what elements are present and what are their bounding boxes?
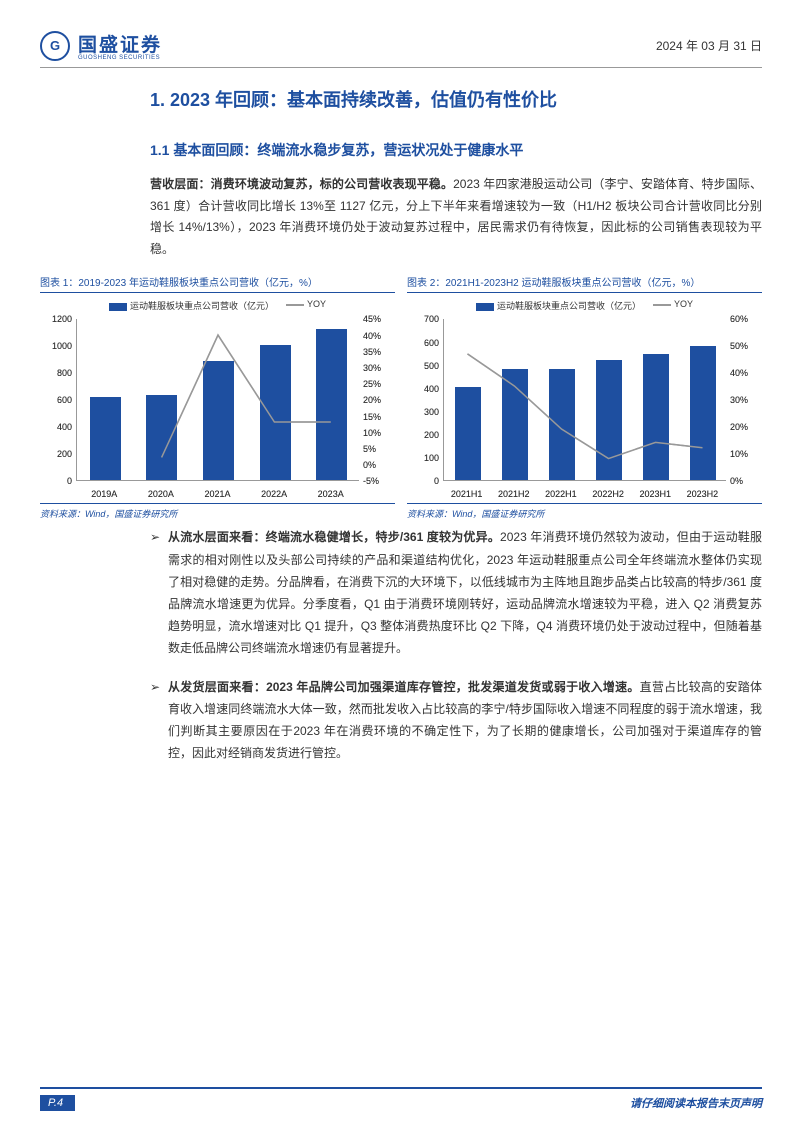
y-right-tick: 10% xyxy=(730,449,762,459)
bullet-marker: ➢ xyxy=(150,676,168,765)
y-left-tick: 500 xyxy=(407,361,439,371)
y-right-tick: 0% xyxy=(730,476,762,486)
x-tick: 2019A xyxy=(91,489,117,499)
bullet-list: ➢从流水层面来看：终端流水稳健增长，特步/361 度较为优异。2023 年消费环… xyxy=(150,526,762,764)
brand-block: G 国盛证券 GUOSHENG SECURITIES xyxy=(40,30,162,61)
chart2-legend-line: YOY xyxy=(674,299,693,309)
x-tick: 2022H1 xyxy=(545,489,577,499)
legend-bar-icon xyxy=(109,303,127,311)
chart1-legend-bar: 运动鞋服板块重点公司营收（亿元） xyxy=(130,301,274,311)
legend-bar-icon xyxy=(476,303,494,311)
y-right-tick: -5% xyxy=(363,476,395,486)
chart-2-plot: 运动鞋服板块重点公司营收（亿元） YOY 0 100 200 300 400 500 600… xyxy=(407,299,762,499)
chart-2-caption: 图表 2：2021H1-2023H2 运动鞋服板块重点公司营收（亿元，%） xyxy=(407,274,762,293)
y-left-tick: 0 xyxy=(407,476,439,486)
y-left-tick: 0 xyxy=(40,476,72,486)
y-right-tick: 20% xyxy=(363,395,395,405)
y-left-tick: 600 xyxy=(40,395,72,405)
y-left-tick: 700 xyxy=(407,314,439,324)
y-left-tick: 1000 xyxy=(40,341,72,351)
y-right-tick: 50% xyxy=(730,341,762,351)
logo-icon: G xyxy=(40,31,70,61)
bullet-lead-bold: 从流水层面来看：终端流水稳健增长，特步/361 度较为优异。 xyxy=(168,530,500,544)
report-date: 2024 年 03 月 31 日 xyxy=(656,37,762,54)
y-right-tick: 25% xyxy=(363,379,395,389)
y-left-tick: 600 xyxy=(407,338,439,348)
x-tick: 2021A xyxy=(204,489,230,499)
chart-2-source: 资料来源：Wind，国盛证券研究所 xyxy=(407,503,762,520)
y-right-tick: 60% xyxy=(730,314,762,324)
y-right-tick: 30% xyxy=(363,363,395,373)
y-left-tick: 400 xyxy=(40,422,72,432)
brand-name-en: GUOSHENG SECURITIES xyxy=(78,55,162,61)
y-left-tick: 1200 xyxy=(40,314,72,324)
chart-1: 图表 1：2019-2023 年运动鞋服板块重点公司营收（亿元，%） 运动鞋服板… xyxy=(40,274,395,520)
y-right-tick: 35% xyxy=(363,347,395,357)
page-footer: P.4 请仔细阅读本报告末页声明 xyxy=(40,1087,762,1111)
y-left-tick: 400 xyxy=(407,384,439,394)
y-left-tick: 300 xyxy=(407,407,439,417)
bullet-item: ➢从流水层面来看：终端流水稳健增长，特步/361 度较为优异。2023 年消费环… xyxy=(150,526,762,659)
chart2-legend-bar: 运动鞋服板块重点公司营收（亿元） xyxy=(497,301,641,311)
y-left-tick: 800 xyxy=(40,368,72,378)
yoy-line xyxy=(77,319,359,480)
charts-row: 图表 1：2019-2023 年运动鞋服板块重点公司营收（亿元，%） 运动鞋服板… xyxy=(40,274,762,520)
y-left-tick: 200 xyxy=(407,430,439,440)
y-left-tick: 100 xyxy=(407,453,439,463)
x-tick: 2021H1 xyxy=(451,489,483,499)
x-tick: 2022A xyxy=(261,489,287,499)
y-left-tick: 200 xyxy=(40,449,72,459)
chart-1-legend: 运动鞋服板块重点公司营收（亿元） YOY xyxy=(40,299,395,312)
chart-2-legend: 运动鞋服板块重点公司营收（亿元） YOY xyxy=(407,299,762,312)
legend-line-icon xyxy=(286,304,304,306)
bullet-item: ➢从发货层面来看：2023 年品牌公司加强渠道库存管控，批发渠道发货或弱于收入增… xyxy=(150,676,762,765)
y-right-tick: 20% xyxy=(730,422,762,432)
x-tick: 2023H1 xyxy=(639,489,671,499)
footer-disclaimer: 请仔细阅读本报告末页声明 xyxy=(630,1095,762,1111)
section-heading-1: 1. 2023 年回顾：基本面持续改善，估值仍有性价比 xyxy=(150,86,762,112)
x-tick: 2021H2 xyxy=(498,489,530,499)
yoy-line xyxy=(444,319,726,480)
x-tick: 2023A xyxy=(318,489,344,499)
x-tick: 2020A xyxy=(148,489,174,499)
y-right-tick: 10% xyxy=(363,428,395,438)
chart-2: 图表 2：2021H1-2023H2 运动鞋服板块重点公司营收（亿元，%） 运动… xyxy=(407,274,762,520)
legend-line-icon xyxy=(653,304,671,306)
bullet-body: 2023 年消费环境仍然较为波动，但由于运动鞋服需求的相对刚性以及头部公司持续的… xyxy=(168,530,762,655)
chart-1-caption: 图表 1：2019-2023 年运动鞋服板块重点公司营收（亿元，%） xyxy=(40,274,395,293)
para1-lead: 营收层面：消费环境波动复苏，标的公司营收表现平稳。 xyxy=(150,177,453,191)
y-right-tick: 0% xyxy=(363,460,395,470)
y-right-tick: 40% xyxy=(730,368,762,378)
chart-1-plot: 运动鞋服板块重点公司营收（亿元） YOY 0 200 400 600 800 1000 12… xyxy=(40,299,395,499)
page-number: P.4 xyxy=(40,1095,75,1111)
bullet-text: 从流水层面来看：终端流水稳健增长，特步/361 度较为优异。2023 年消费环境… xyxy=(168,526,762,659)
y-right-tick: 15% xyxy=(363,412,395,422)
y-right-tick: 5% xyxy=(363,444,395,454)
section-heading-1-1: 1.1 基本面回顾：终端流水稳步复苏，营运状况处于健康水平 xyxy=(150,140,762,160)
y-right-tick: 45% xyxy=(363,314,395,324)
bullet-marker: ➢ xyxy=(150,526,168,659)
x-tick: 2022H2 xyxy=(592,489,624,499)
bullet-lead-bold: 从发货层面来看：2023 年品牌公司加强渠道库存管控，批发渠道发货或弱于收入增速… xyxy=(168,680,640,694)
brand-name-cn: 国盛证券 xyxy=(78,30,162,57)
chart-1-source: 资料来源：Wind，国盛证券研究所 xyxy=(40,503,395,520)
y-right-tick: 30% xyxy=(730,395,762,405)
page-header: G 国盛证券 GUOSHENG SECURITIES 2024 年 03 月 3… xyxy=(40,30,762,68)
paragraph-revenue: 营收层面：消费环境波动复苏，标的公司营收表现平稳。2023 年四家港股运动公司（… xyxy=(150,174,762,260)
y-right-tick: 40% xyxy=(363,331,395,341)
chart1-legend-line: YOY xyxy=(307,299,326,309)
x-tick: 2023H2 xyxy=(687,489,719,499)
bullet-text: 从发货层面来看：2023 年品牌公司加强渠道库存管控，批发渠道发货或弱于收入增速… xyxy=(168,676,762,765)
